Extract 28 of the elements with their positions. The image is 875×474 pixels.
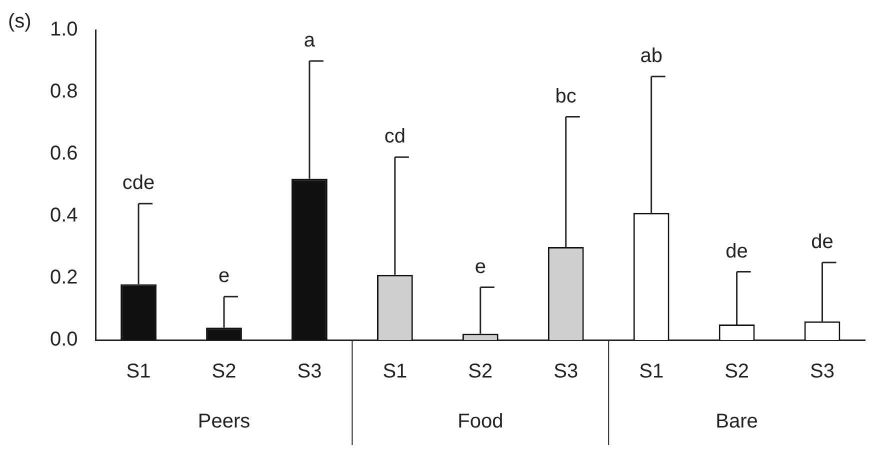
x-tick-label: S1 [382,360,408,383]
annotation: cd [384,126,406,148]
x-tick-label: S3 [810,360,834,383]
y-tick-label: 0.8 [50,80,78,103]
annotation: de [811,231,834,254]
text: Peers [198,410,250,433]
x-tick-label: S2 [724,360,750,383]
annotation: ab [640,45,662,68]
x-tick-label: S1 [639,360,664,383]
annotation: cde [122,172,155,194]
text: Food [458,410,504,433]
x-tick-label: S1 [126,360,151,383]
annotation: bc [555,85,576,108]
y-tick-label: 0.4 [50,204,78,227]
text: Bare [716,410,758,433]
y-tick-label: 1.0 [50,18,78,41]
annotation: de [726,240,748,262]
annotation: a [304,30,316,52]
x-tick-label: S3 [554,360,578,383]
annotation: e [218,265,230,288]
annotation: e [474,256,486,278]
y-axis-title: (s) [8,10,32,33]
x-tick-label: S2 [212,360,236,383]
y-tick-label: 0.2 [50,266,78,289]
y-tick-label: 0.0 [50,328,78,351]
x-tick-label: S3 [297,360,322,383]
y-tick-label: 0.6 [50,142,78,165]
x-tick-label: S2 [468,360,493,383]
